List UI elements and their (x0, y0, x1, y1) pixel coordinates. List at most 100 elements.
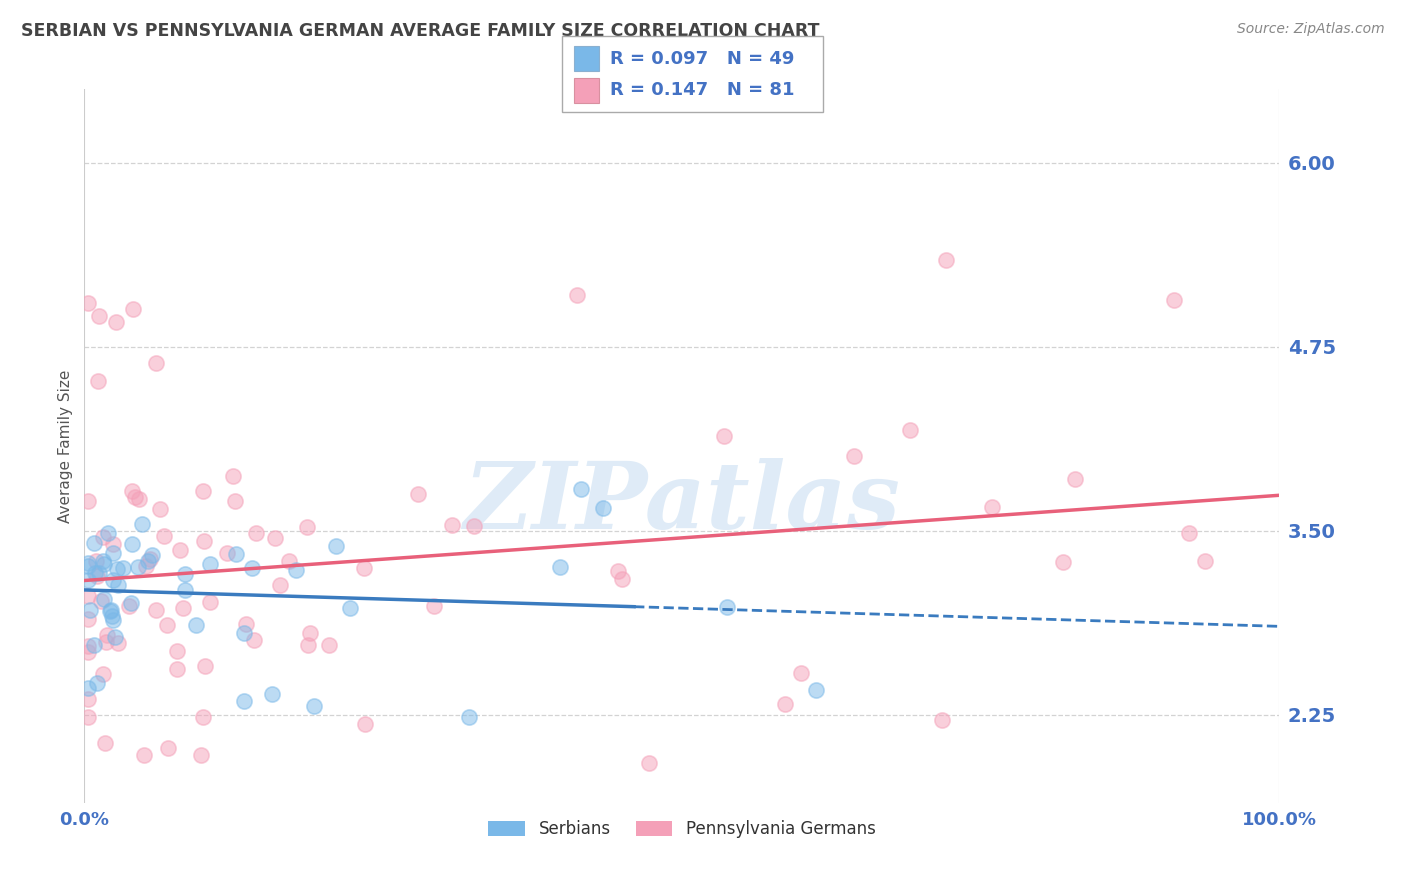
Point (156, 617, 179, 632)
Point (84, 554, 107, 568)
Point (215, 546, 238, 560)
Point (149, 502, 172, 516)
Point (98, 604, 121, 618)
Point (84, 566, 107, 581)
Point (166, 661, 188, 675)
Point (232, 694, 254, 708)
Y-axis label: Average Family Size: Average Family Size (58, 369, 73, 523)
Point (173, 582, 195, 597)
Point (1163, 293, 1185, 307)
Point (145, 356, 167, 370)
Point (111, 561, 134, 575)
Point (77, 612, 100, 626)
Point (790, 666, 813, 681)
Point (931, 714, 953, 728)
Point (122, 301, 145, 316)
Point (91, 667, 114, 681)
Point (77, 296, 100, 310)
Point (174, 566, 197, 581)
Point (898, 423, 921, 437)
Point (107, 635, 129, 649)
Point (235, 617, 257, 632)
Point (935, 252, 957, 267)
Point (121, 537, 143, 551)
Point (145, 603, 167, 617)
Point (285, 563, 308, 577)
Point (191, 709, 214, 723)
Point (1052, 555, 1074, 569)
Text: R = 0.097   N = 49: R = 0.097 N = 49 (610, 50, 794, 68)
Point (169, 542, 191, 557)
Point (141, 549, 163, 563)
Point (339, 601, 361, 615)
Point (569, 482, 592, 496)
Point (77, 639, 100, 653)
Point (166, 644, 188, 658)
Point (118, 599, 141, 613)
Point (100, 603, 122, 617)
Point (225, 547, 247, 561)
Point (277, 553, 299, 567)
Point (77, 692, 100, 706)
Point (295, 520, 318, 534)
Point (260, 687, 283, 701)
Point (354, 717, 377, 731)
Point (135, 559, 157, 574)
Point (100, 608, 122, 623)
Point (198, 557, 221, 571)
Point (103, 613, 125, 627)
Point (103, 537, 125, 551)
Point (458, 709, 481, 723)
Point (592, 501, 614, 516)
Point (77, 681, 100, 695)
Point (77, 557, 100, 571)
Point (94, 634, 117, 648)
Point (83, 638, 105, 652)
Point (77, 589, 100, 603)
Point (806, 683, 828, 698)
Point (240, 560, 263, 574)
Point (77, 645, 100, 659)
Point (101, 546, 124, 560)
Point (186, 618, 208, 632)
Point (245, 526, 267, 541)
Text: SERBIAN VS PENNSYLVANIA GERMAN AVERAGE FAMILY SIZE CORRELATION CHART: SERBIAN VS PENNSYLVANIA GERMAN AVERAGE F… (21, 22, 820, 40)
Point (87, 374, 110, 388)
Point (104, 315, 127, 329)
Point (97, 525, 120, 540)
Point (269, 578, 291, 592)
Point (1063, 471, 1085, 485)
Point (96, 627, 118, 641)
Point (156, 740, 179, 755)
Point (131, 516, 153, 531)
Point (153, 529, 176, 543)
Point (299, 626, 322, 640)
Point (981, 500, 1004, 514)
Legend: Serbians, Pennsylvania Germans: Serbians, Pennsylvania Germans (482, 814, 882, 845)
Text: Source: ZipAtlas.com: Source: ZipAtlas.com (1237, 22, 1385, 37)
Point (136, 554, 159, 568)
Point (1194, 554, 1216, 568)
Point (79, 603, 101, 617)
Point (77, 494, 100, 508)
Point (77, 710, 100, 724)
Point (124, 490, 146, 504)
Point (193, 533, 215, 548)
Point (90, 594, 112, 608)
Point (200, 595, 222, 609)
Point (190, 747, 212, 762)
Point (132, 748, 155, 763)
Point (565, 288, 588, 302)
Point (548, 560, 571, 574)
Point (222, 469, 245, 483)
Point (233, 625, 256, 640)
Point (423, 599, 446, 613)
Point (77, 574, 100, 588)
Point (318, 638, 340, 652)
Point (83, 536, 105, 550)
Point (638, 756, 661, 770)
Point (353, 561, 375, 575)
Point (172, 601, 194, 615)
Point (121, 484, 143, 499)
Point (713, 429, 735, 443)
